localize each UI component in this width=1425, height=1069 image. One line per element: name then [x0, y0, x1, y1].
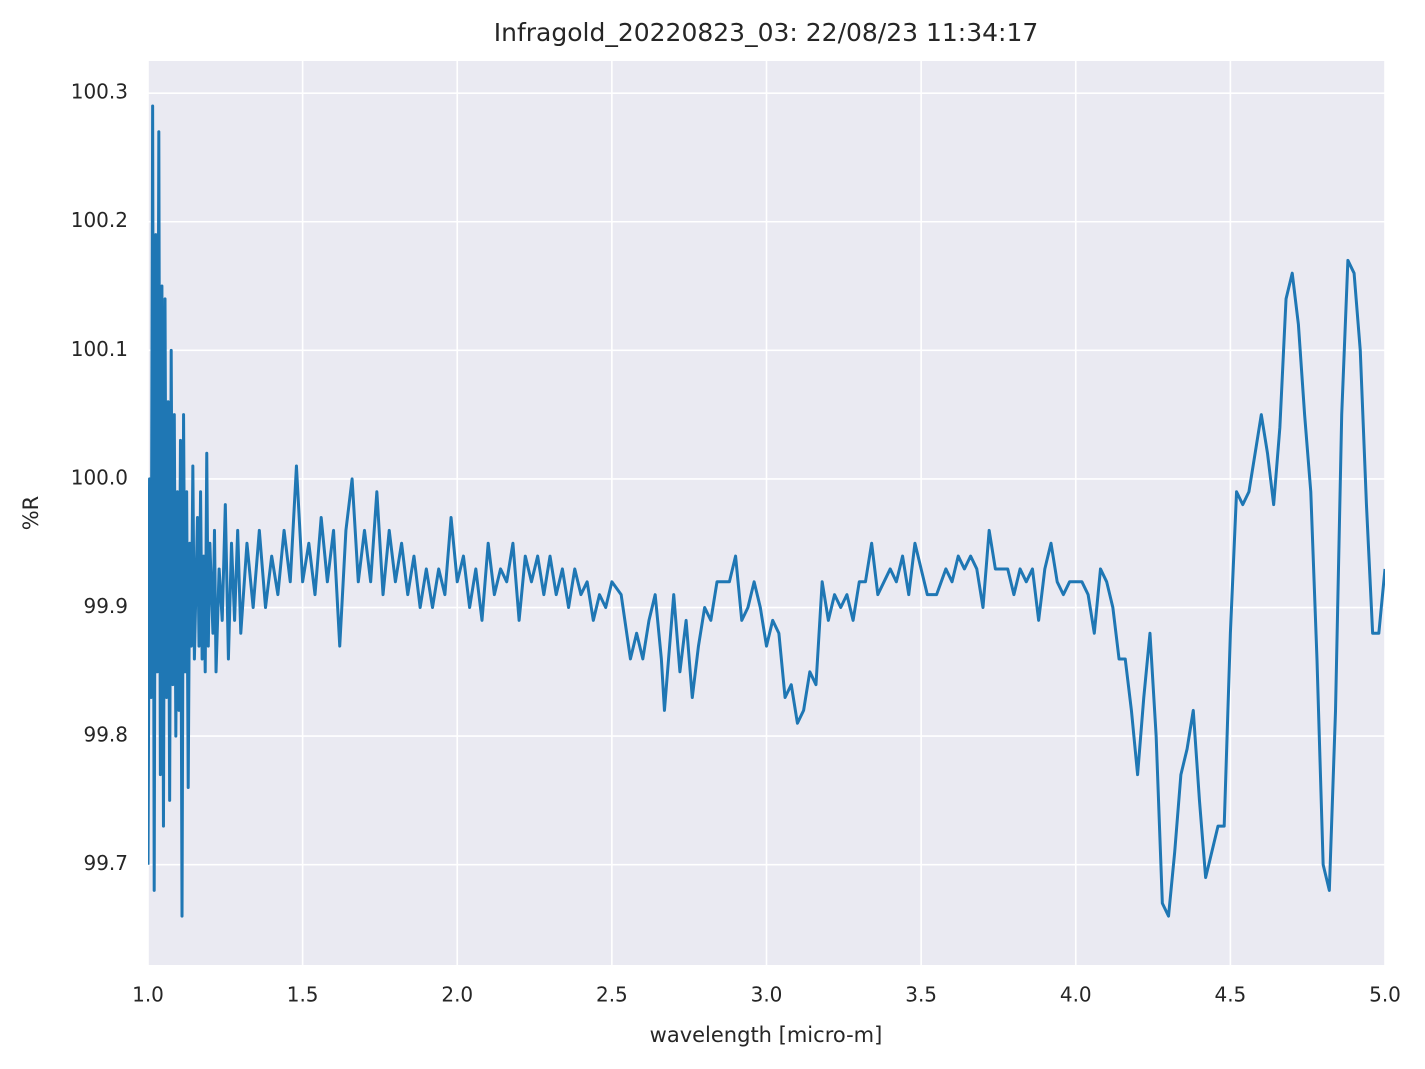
x-tick-label: 4.0 — [1060, 983, 1092, 1007]
x-axis-label: wavelength [micro-m] — [650, 1023, 883, 1047]
x-tick-label: 3.5 — [905, 983, 937, 1007]
x-tick-label: 1.0 — [132, 983, 164, 1007]
chart-title: Infragold_20220823_03: 22/08/23 11:34:17 — [494, 18, 1039, 47]
labels: 1.0 1.5 2.0 2.5 3.0 3.5 4.0 4.5 5.0 99.7 99.8 99.9 1… — [71, 80, 1401, 1007]
y-tick-label: 100.3 — [71, 80, 128, 104]
y-tick-label: 99.9 — [83, 594, 128, 618]
x-tick-label: 5.0 — [1369, 983, 1401, 1007]
x-tick-label: 2.0 — [441, 983, 473, 1007]
y-tick-label: 99.8 — [83, 723, 128, 747]
y-axis-label: %R — [19, 496, 43, 531]
y-tick-label: 100.2 — [71, 208, 128, 232]
y-tick-label: 100.1 — [71, 337, 128, 361]
grid — [147, 61, 1386, 965]
y-tick-label: 99.7 — [83, 851, 128, 875]
marks — [148, 104, 1385, 918]
x-tick-label: 3.0 — [751, 983, 783, 1007]
y-tick-label: 100.0 — [71, 465, 128, 489]
x-tick-label: 2.5 — [596, 983, 628, 1007]
x-tick-label: 1.5 — [287, 983, 319, 1007]
data-line — [148, 104, 1385, 918]
x-tick-label: 4.5 — [1214, 983, 1246, 1007]
